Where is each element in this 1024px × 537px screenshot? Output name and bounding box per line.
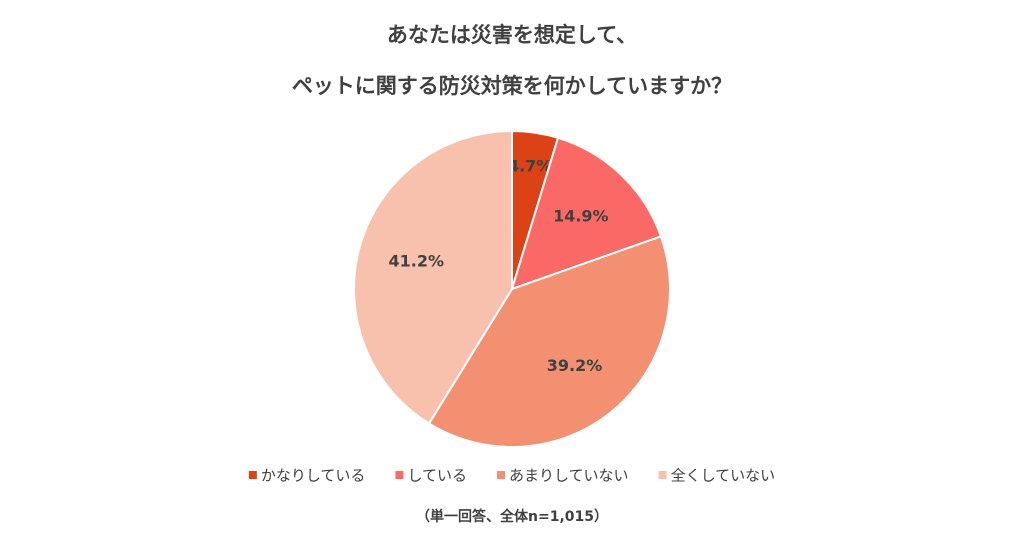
note: （単一回答、全体n=1,015） <box>416 508 608 525</box>
legend-label: あまりしていない <box>509 467 629 485</box>
data-label: 39.2% <box>547 356 603 375</box>
legend-label: かなりしている <box>261 467 366 485</box>
pie-slice <box>510 136 663 291</box>
legend-label: 全くしていない <box>671 467 776 485</box>
chart-title: あなたは災害を想定して、 <box>387 23 637 47</box>
data-label: 41.2% <box>388 251 444 270</box>
pie-slice <box>427 235 671 448</box>
legend-swatch <box>497 471 505 479</box>
legend-swatch <box>658 471 667 479</box>
pie-slice <box>353 129 513 425</box>
data-label: 14.9% <box>553 207 609 226</box>
legend-swatch <box>395 471 404 479</box>
data-label: 4.7% <box>508 157 552 176</box>
legend-swatch <box>248 471 257 479</box>
chart-title: ペットに関する防災対策を何かしていますか？ <box>292 74 732 98</box>
legend-label: している <box>407 467 467 485</box>
